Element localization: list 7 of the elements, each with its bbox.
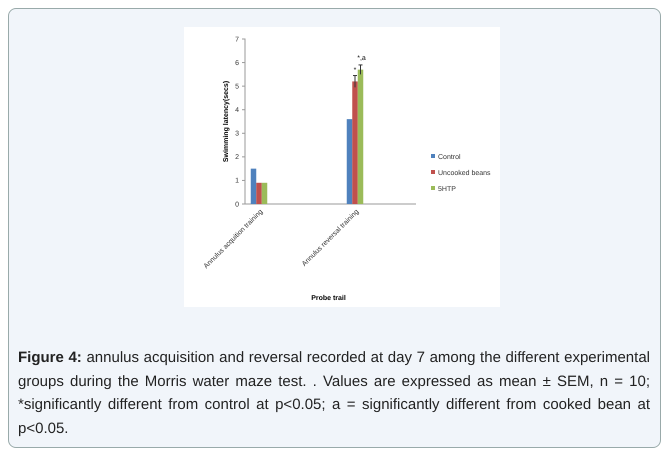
bar — [250, 168, 256, 204]
bar — [346, 119, 352, 204]
bar — [256, 182, 262, 204]
bar — [358, 70, 364, 204]
caption: Figure 4: annulus acquisition and reversal recorded at day 7 among the different experimental groups during the Morris water maze test. . Values are expressed as mean ± SEM, n = 10; *significantly different from control at p<0.05; a = significantly different from cooked bean at p<0.05. — [18, 349, 650, 436]
bar — [262, 182, 268, 204]
bar — [352, 81, 358, 204]
